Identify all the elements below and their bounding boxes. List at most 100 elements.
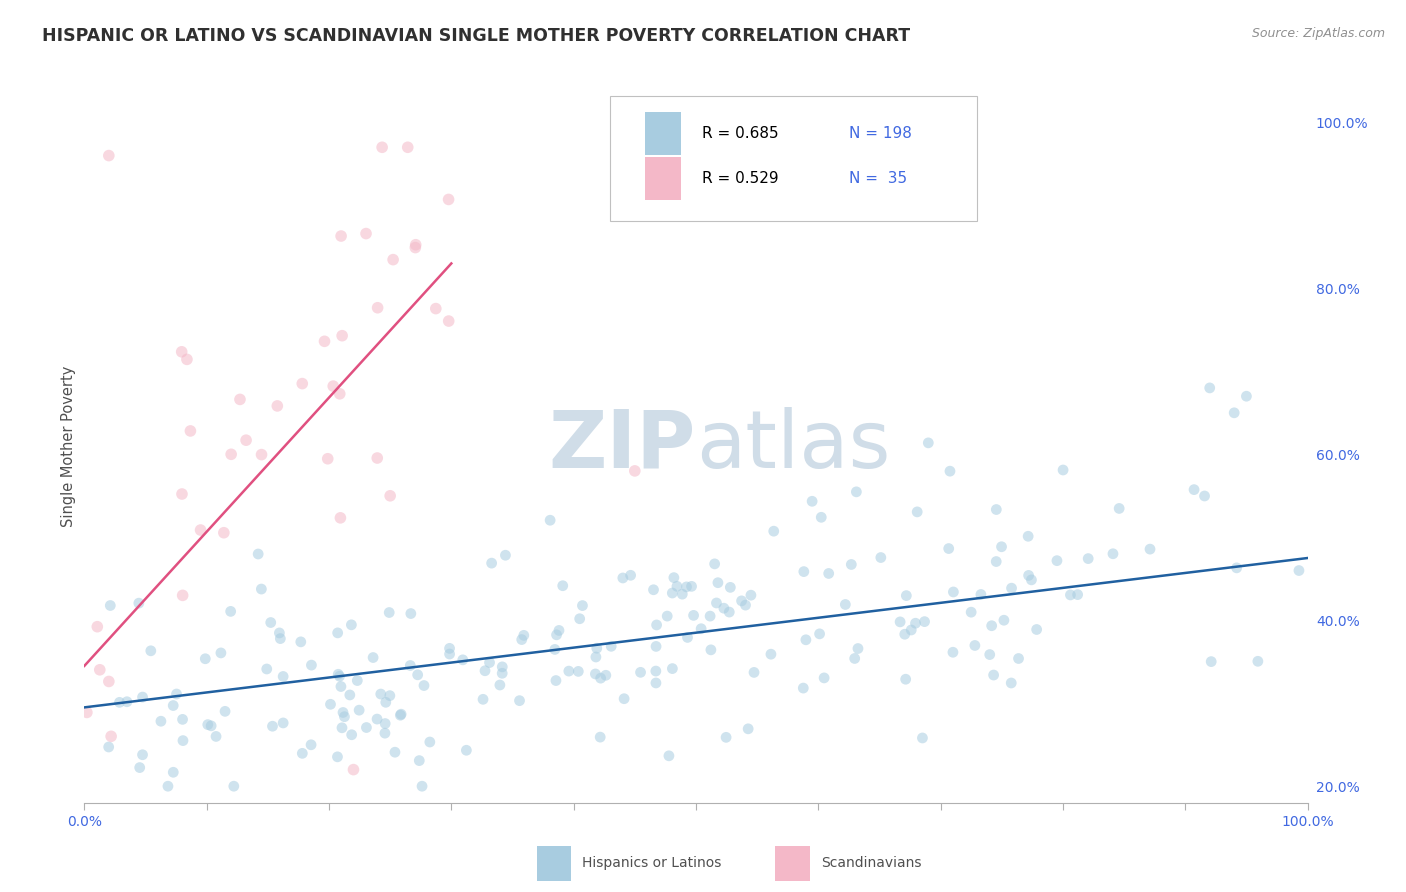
Text: atlas: atlas [696,407,890,485]
Point [166,687,188,701]
Point [792,681,814,695]
Point [699,609,721,624]
Point [643,582,665,597]
Point [411,779,433,793]
Point [960,605,983,619]
Point [1000,581,1022,595]
Point [1102,547,1125,561]
Point [266,399,288,413]
Point [404,241,426,255]
Point [271,715,294,730]
Point [808,627,831,641]
Point [762,524,785,538]
Point [250,448,273,462]
Point [690,622,713,636]
Point [256,662,278,676]
Point [354,227,377,241]
Point [1108,501,1130,516]
Point [551,579,574,593]
Point [170,487,193,501]
Point [993,613,1015,627]
Point [979,648,1001,662]
Point [801,494,824,508]
Point [1288,564,1310,578]
Point [419,735,441,749]
Point [474,664,496,678]
Point [1194,489,1216,503]
Point [1182,483,1205,497]
FancyBboxPatch shape [537,846,571,881]
Point [330,721,353,735]
Point [382,252,405,267]
Point [384,745,406,759]
Point [894,672,917,686]
Point [730,594,752,608]
Point [396,140,419,154]
Point [328,667,350,681]
Point [149,714,172,729]
Point [1017,529,1039,543]
Point [437,193,460,207]
Point [707,575,730,590]
Point [86,620,108,634]
Point [235,433,257,447]
Point [330,229,353,244]
Point [333,709,356,723]
Point [990,540,1012,554]
Text: R = 0.529: R = 0.529 [702,171,779,186]
Point [97,148,120,162]
Point [378,606,401,620]
Point [439,641,461,656]
Point [162,698,184,713]
Point [567,665,589,679]
Point [439,647,461,661]
Point [571,599,593,613]
Point [706,596,728,610]
Point [742,665,765,680]
Point [1018,568,1040,582]
Point [734,598,756,612]
Point [260,615,283,630]
Text: N =  35: N = 35 [849,171,907,186]
Point [894,627,917,641]
Point [366,712,388,726]
Point [370,687,392,701]
FancyBboxPatch shape [776,846,810,881]
Point [214,704,236,718]
Point [983,668,1005,682]
Point [374,695,396,709]
Point [810,510,832,524]
Point [839,558,862,572]
Point [97,674,120,689]
Point [399,607,422,621]
Point [356,721,378,735]
Point [1052,463,1074,477]
Text: R = 0.685: R = 0.685 [702,126,779,141]
Point [513,628,536,642]
Point [190,523,212,537]
Point [714,731,737,745]
Point [389,708,412,723]
Point [675,580,697,594]
Point [374,726,396,740]
Point [389,707,412,722]
Point [509,693,531,707]
Point [568,612,591,626]
Point [914,615,936,629]
Point [600,640,623,654]
Point [793,565,815,579]
Point [98,599,121,613]
Point [589,730,612,744]
Point [100,729,122,743]
Point [139,644,162,658]
Point [172,712,194,726]
Point [963,639,986,653]
Point [1236,389,1258,403]
Point [644,664,666,678]
Point [665,579,688,593]
Point [299,738,322,752]
Point [845,484,868,499]
Point [595,668,617,682]
Point [1007,651,1029,665]
Point [481,556,503,570]
